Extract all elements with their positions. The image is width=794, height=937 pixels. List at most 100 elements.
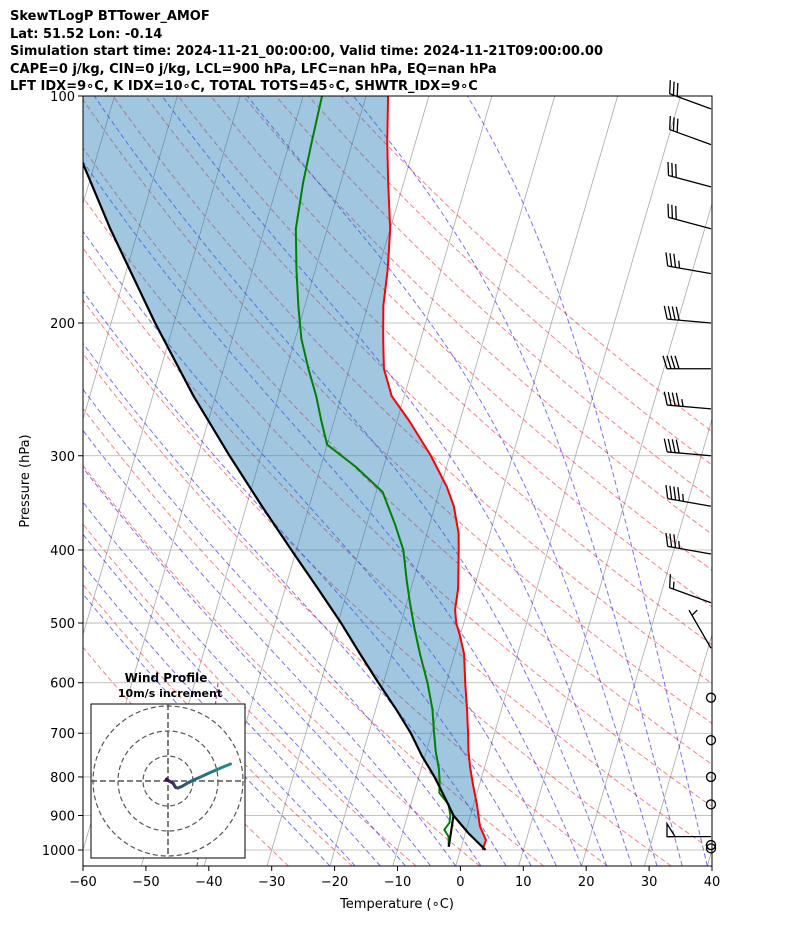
x-tick-label: 40 — [704, 875, 721, 890]
wind-barb — [667, 203, 712, 230]
wind-barb — [663, 438, 712, 457]
dry-adiabat-line — [275, 96, 712, 500]
dry-adiabat-line — [83, 352, 608, 866]
moist-adiabat-line — [83, 533, 381, 866]
x-tick-label: 30 — [641, 875, 658, 890]
dry-adiabat-line — [83, 196, 712, 808]
moist-adiabat-line — [83, 160, 582, 866]
moist-adiabat-line — [83, 230, 557, 866]
isotherm-line — [392, 96, 619, 866]
hodograph-subtitle: 10m/s increment — [118, 687, 222, 700]
dry-adiabat-line — [145, 96, 712, 646]
calm-wind-marker — [705, 843, 717, 854]
isotherm-line — [581, 417, 712, 866]
calm-wind-marker — [705, 839, 717, 851]
dry-adiabat-line — [112, 96, 712, 685]
isotherm-line — [329, 96, 556, 866]
wind-barb — [669, 115, 712, 146]
moist-adiabat-line — [83, 563, 356, 866]
x-tick-label: −20 — [321, 875, 348, 890]
parcel-dewpoint-line — [447, 815, 455, 847]
moist-adiabat-line — [246, 96, 658, 866]
dry-adiabat-line — [83, 299, 672, 866]
wind-barb — [666, 821, 711, 838]
y-tick-label: 600 — [50, 677, 75, 692]
isotherm-line — [518, 202, 712, 866]
x-tick-label: −50 — [132, 875, 159, 890]
calm-wind-marker — [705, 771, 717, 783]
dry-adiabat-line — [242, 96, 712, 535]
dry-adiabat-line — [83, 407, 544, 866]
dry-adiabat-line — [83, 247, 712, 851]
cape-text: CAPE=0 j/kg, CIN=0 j/kg, LCL=900 hPa, LF… — [10, 61, 497, 77]
chart-header: SkewTLogP BTTower_AMOF Lat: 51.52 Lon: -… — [10, 8, 603, 96]
y-axis-label: Pressure (hPa) — [18, 434, 33, 527]
moist-adiabat-line — [93, 96, 608, 866]
dry-adiabat-line — [83, 98, 712, 725]
dry-adiabat-line — [83, 464, 481, 866]
moist-adiabat-line — [83, 290, 532, 866]
hodograph-title: Wind Profile — [125, 671, 208, 685]
wind-barb — [662, 355, 711, 370]
wind-barb — [665, 485, 712, 507]
chart-title: SkewTLogP BTTower_AMOF — [10, 9, 210, 24]
wind-barb — [665, 252, 712, 275]
index-text: LFT IDX=9∘C, K IDX=10∘C, TOTAL TOTS=45∘C… — [10, 79, 478, 94]
wind-barb — [667, 161, 712, 188]
moist-adiabat-line — [83, 388, 482, 866]
background-lines — [83, 96, 712, 866]
wind-barb — [669, 80, 712, 110]
moist-adiabat-line — [161, 96, 633, 866]
y-tick-label: 300 — [50, 450, 75, 465]
y-tick-label: 400 — [50, 544, 75, 559]
moist-adiabat-line — [83, 593, 331, 866]
moist-adiabat-line — [466, 96, 708, 866]
x-tick-label: 10 — [515, 875, 532, 890]
temperature-line — [382, 96, 487, 851]
calm-wind-marker — [705, 799, 717, 810]
y-tick-label: 700 — [50, 727, 75, 742]
wind-barb — [663, 305, 712, 324]
x-tick-label: −30 — [258, 875, 285, 890]
x-axis-label: Temperature (∘C) — [339, 897, 454, 912]
parcel-path-line — [83, 160, 487, 851]
calm-wind-marker — [705, 735, 717, 746]
moist-adiabat-line — [83, 501, 406, 866]
isotherm-line — [644, 633, 712, 866]
location-text: Lat: 51.52 Lon: -0.14 — [10, 26, 163, 42]
x-tick-label: −40 — [195, 875, 222, 890]
y-tick-label: 200 — [50, 317, 75, 332]
moist-adiabat-line — [353, 96, 683, 866]
profile-lines — [83, 96, 487, 851]
hodograph-plot — [91, 704, 245, 858]
calm-wind-marker — [705, 692, 717, 703]
isotherm-line — [706, 848, 712, 866]
wind-barb — [688, 609, 712, 649]
x-tick-label: −10 — [384, 875, 411, 890]
wind-barb — [663, 391, 712, 410]
wind-barb — [669, 574, 712, 604]
hodograph-trace — [221, 762, 232, 769]
x-tick-label: −60 — [69, 875, 96, 890]
isotherm-line — [455, 96, 681, 866]
x-tick-label: 0 — [456, 875, 464, 890]
y-tick-label: 100 — [50, 90, 75, 105]
dry-adiabat-line — [308, 96, 712, 466]
time-text: Simulation start time: 2024-11-21_00:00:… — [10, 44, 603, 59]
axis-ticks: −60 −50 −40 −30 −20 −10 0 10 20 30 40 100 200 300 400 5… — [42, 90, 720, 890]
wind-barbs — [662, 80, 717, 854]
moist-adiabat-line — [83, 342, 507, 866]
y-tick-label: 500 — [50, 617, 75, 632]
wind-barb — [665, 532, 712, 555]
y-tick-label: 1000 — [42, 844, 75, 859]
isotherm-line — [266, 96, 493, 866]
dry-adiabat-line — [177, 96, 712, 608]
isotherm-line — [83, 96, 241, 637]
isotherm-line — [83, 96, 178, 421]
x-tick-label: 20 — [578, 875, 595, 890]
y-tick-label: 800 — [50, 771, 75, 786]
moist-adiabat-line — [83, 429, 457, 866]
hodograph: Wind Profile 10m/s increment — [90, 671, 246, 859]
dry-adiabat-line — [83, 147, 712, 766]
